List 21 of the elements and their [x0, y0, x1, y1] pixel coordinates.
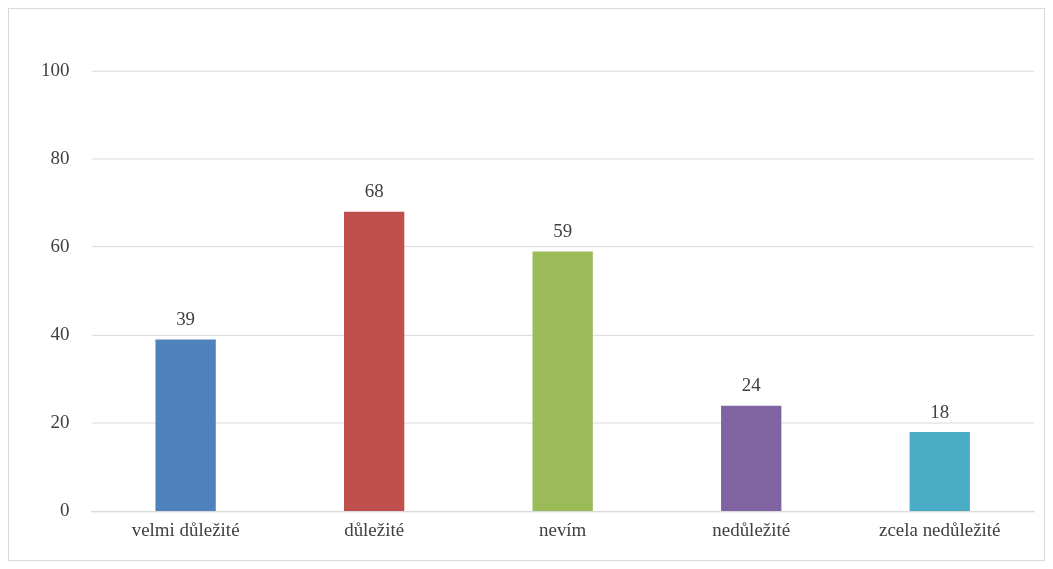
y-tick-label: 0	[59, 499, 70, 521]
y-tick-label: 80	[50, 146, 70, 168]
bar	[155, 339, 216, 511]
y-tick-label: 100	[40, 58, 70, 80]
bar	[532, 251, 593, 511]
data-label: 59	[553, 219, 573, 241]
x-tick-label: velmi důležité	[131, 518, 240, 540]
bar	[343, 211, 405, 511]
y-tick-label: 60	[50, 235, 70, 256]
x-tick-label: nevím	[538, 518, 587, 540]
data-label: 68	[364, 180, 384, 202]
x-tick-label: zcela nedůležité	[878, 518, 1001, 540]
y-tick-label: 20	[50, 411, 70, 433]
data-label: 18	[930, 400, 950, 422]
data-label: 39	[176, 308, 196, 330]
bar	[909, 432, 970, 511]
x-tick-label: důležité	[344, 518, 405, 540]
bar	[721, 405, 782, 511]
x-tick-label: nedůležité	[712, 518, 791, 540]
y-tick-label: 40	[50, 323, 70, 345]
data-label: 24	[741, 374, 762, 396]
